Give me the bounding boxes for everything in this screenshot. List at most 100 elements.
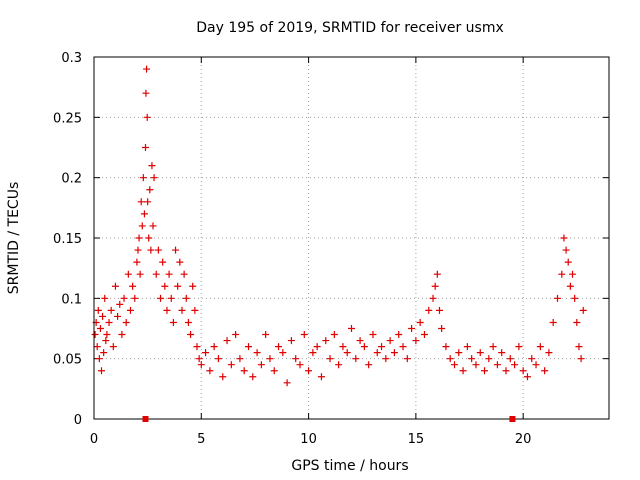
data-point: [120, 294, 128, 302]
y-tick-label: 0.3: [61, 51, 82, 66]
data-point: [143, 113, 151, 121]
data-point: [262, 331, 270, 339]
baseline-marker: [509, 416, 516, 422]
data-point: [420, 331, 428, 339]
data-point: [95, 355, 103, 363]
data-point: [365, 361, 373, 369]
data-point: [137, 198, 145, 206]
data-point: [176, 258, 184, 266]
data-point: [210, 343, 218, 351]
data-point: [134, 246, 142, 254]
data-point: [425, 306, 433, 314]
data-point: [114, 312, 122, 320]
y-tick-label: 0.25: [53, 111, 82, 126]
data-point: [472, 361, 480, 369]
data-point: [232, 331, 240, 339]
data-point: [124, 270, 132, 278]
y-tick-label: 0.05: [53, 353, 82, 368]
data-point: [339, 343, 347, 351]
data-point: [193, 343, 201, 351]
data-point: [191, 306, 199, 314]
data-point: [300, 331, 308, 339]
data-point: [429, 294, 437, 302]
data-point: [435, 306, 443, 314]
data-point: [270, 367, 278, 375]
data-point: [309, 349, 317, 357]
data-point: [360, 343, 368, 351]
data-point: [184, 318, 192, 326]
data-point: [352, 355, 360, 363]
data-point: [532, 361, 540, 369]
y-axis-title: SRMTID / TECUs: [6, 182, 22, 295]
data-point: [463, 343, 471, 351]
x-tick-label: 5: [197, 432, 205, 447]
data-point: [107, 306, 115, 314]
data-point: [296, 361, 304, 369]
data-point: [476, 349, 484, 357]
data-point: [536, 343, 544, 351]
data-point: [111, 282, 119, 290]
plot-frame: [93, 56, 610, 420]
data-point: [489, 343, 497, 351]
data-point: [103, 331, 111, 339]
data-point: [519, 367, 527, 375]
data-point: [554, 294, 561, 302]
data-point: [468, 355, 476, 363]
baseline-markers: [142, 416, 516, 422]
data-point: [187, 331, 195, 339]
data-point: [442, 343, 450, 351]
data-point: [386, 337, 394, 345]
data-point: [455, 349, 463, 357]
data-point: [373, 349, 381, 357]
data-point: [96, 325, 104, 332]
x-tick-label: 0: [90, 432, 98, 447]
data-point: [573, 318, 581, 326]
data-point: [116, 300, 124, 308]
data-point: [356, 337, 364, 345]
data-point: [136, 270, 144, 278]
data-point: [165, 270, 173, 278]
data-point: [154, 246, 162, 254]
data-point: [219, 373, 227, 381]
baseline-marker: [142, 416, 149, 422]
data-point: [515, 343, 523, 351]
axis-ticks: 0 5 10 15 20 0 0.05 0.1 0.15 0.2 0.25 0.3: [53, 51, 609, 447]
data-point: [249, 373, 257, 381]
data-point: [189, 282, 197, 290]
data-point: [485, 355, 493, 363]
data-point: [523, 373, 531, 381]
data-point: [390, 349, 398, 357]
data-point: [313, 343, 321, 351]
data-point: [571, 294, 579, 302]
data-point: [206, 367, 214, 375]
data-point: [431, 282, 439, 290]
data-point: [330, 331, 338, 339]
data-point: [558, 270, 566, 278]
y-tick-label: 0: [74, 413, 82, 428]
data-point: [99, 312, 107, 320]
data-point: [446, 355, 454, 363]
data-point: [139, 174, 147, 182]
data-point: [182, 294, 190, 302]
data-point: [459, 367, 467, 375]
data-point: [528, 355, 536, 363]
data-point: [102, 337, 110, 345]
data-point: [335, 361, 343, 369]
data-point: [140, 210, 148, 218]
data-point: [577, 355, 585, 363]
data-point: [502, 367, 510, 375]
data-point: [142, 89, 150, 97]
data-point: [403, 355, 411, 363]
data-point: [94, 306, 102, 314]
data-point: [560, 234, 568, 242]
y-tick-label: 0.15: [53, 232, 82, 247]
data-point: [133, 258, 141, 266]
data-point: [498, 349, 506, 357]
data-point: [148, 162, 156, 170]
data-point: [545, 349, 553, 357]
chart-title: Day 195 of 2019, SRMTID for receiver usm…: [196, 20, 504, 36]
data-point: [433, 270, 441, 278]
data-point: [174, 282, 182, 290]
data-point: [322, 337, 330, 345]
